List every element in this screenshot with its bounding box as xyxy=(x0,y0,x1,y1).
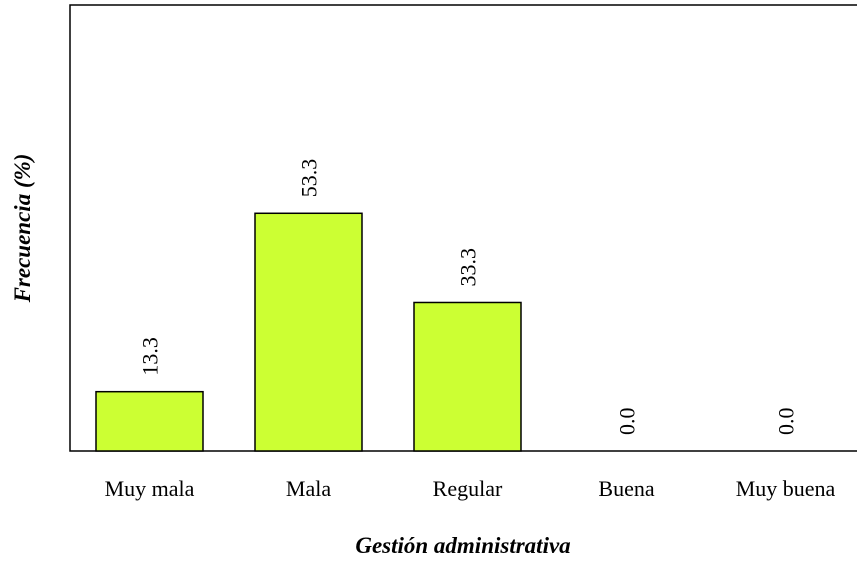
x-tick-label: Muy mala xyxy=(105,476,195,501)
x-tick-label: Regular xyxy=(433,476,503,501)
value-label: 0.0 xyxy=(615,408,640,436)
value-label: 13.3 xyxy=(138,337,163,376)
y-axis-title: Frecuencia (%) xyxy=(10,154,35,304)
bar xyxy=(95,390,204,452)
x-tick-label: Mala xyxy=(286,476,331,501)
value-label: 53.3 xyxy=(297,159,322,198)
x-tick-label: Muy buena xyxy=(736,476,836,501)
value-label: 0.0 xyxy=(774,408,799,436)
bar xyxy=(254,212,363,452)
x-axis-title: Gestión administrativa xyxy=(355,533,570,558)
value-label: 33.3 xyxy=(456,248,481,287)
x-tick-label: Buena xyxy=(598,476,654,501)
bar xyxy=(413,301,522,452)
